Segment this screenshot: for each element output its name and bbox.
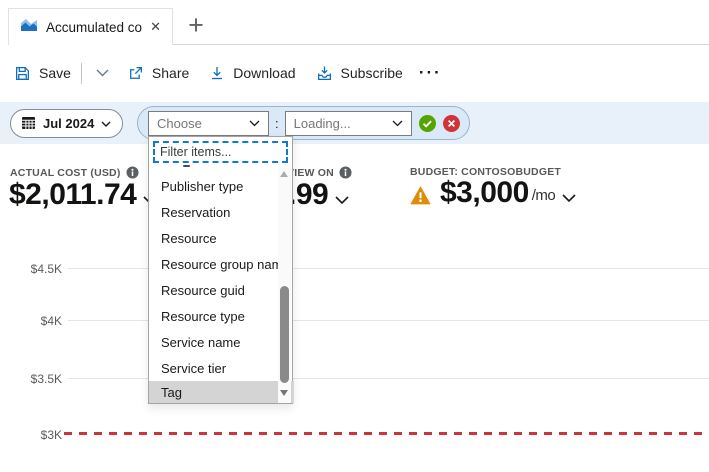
- close-icon[interactable]: ✕: [150, 19, 161, 34]
- forecast-label-visible: VIEW ON: [287, 166, 334, 179]
- share-label: Share: [151, 65, 190, 81]
- dropdown-item[interactable]: Resource group name: [161, 256, 290, 272]
- tab-accumulated-costs[interactable]: Accumulated co... ✕: [8, 8, 173, 45]
- dropdown-item[interactable]: Publisher type: [161, 178, 244, 194]
- filter-separator: :: [275, 115, 279, 131]
- y-axis-tick: $4K: [40, 314, 62, 328]
- more-commands-button[interactable]: ···: [418, 63, 442, 82]
- scroll-up-icon[interactable]: [280, 171, 288, 177]
- chevron-down-icon: [335, 196, 349, 205]
- filter-key-select[interactable]: Choose: [148, 110, 269, 136]
- subscribe-label: Subscribe: [340, 65, 403, 81]
- y-axis-tick: $3K: [40, 428, 62, 442]
- gridline: [68, 378, 709, 379]
- dropdown-item[interactable]: Reservation: [161, 204, 231, 220]
- tab-label: Accumulated co...: [46, 19, 144, 35]
- forecast-label-row: VIEW ON: [287, 166, 352, 179]
- date-range-picker[interactable]: Jul 2024: [10, 109, 124, 138]
- dropdown-item-selected[interactable]: Tag: [149, 381, 294, 403]
- save-split-chevron-button[interactable]: [96, 69, 109, 77]
- budget-suffix: /mo: [531, 187, 556, 204]
- share-button[interactable]: Share: [127, 65, 189, 82]
- warning-icon: [410, 186, 431, 205]
- budget-label: BUDGET: CONTOSOBUDGET: [410, 166, 562, 178]
- budget-label-row: BUDGET: CONTOSOBUDGET: [410, 166, 561, 178]
- info-icon[interactable]: [126, 166, 139, 179]
- dropdown-item[interactable]: Service tier: [161, 360, 227, 376]
- forecast-value-row[interactable]: .99: [288, 178, 349, 212]
- download-button[interactable]: Download: [209, 65, 296, 81]
- area-chart-icon: [20, 17, 39, 37]
- tabbar-divider: [173, 44, 709, 45]
- chevron-down-icon: [249, 120, 260, 126]
- chevron-down-icon: [101, 121, 111, 127]
- dropdown-item[interactable]: Service name: [161, 334, 241, 350]
- chevron-down-icon: [562, 194, 576, 203]
- dropdown-scrollbar[interactable]: [278, 164, 291, 403]
- y-axis-tick: $4.5K: [30, 262, 62, 276]
- save-icon: [14, 65, 31, 82]
- subscribe-icon: [316, 65, 333, 82]
- download-icon: [209, 65, 225, 81]
- filter-key-placeholder: Choose: [157, 115, 202, 131]
- scrollbar-thumb[interactable]: [280, 286, 289, 383]
- y-axis-tick: $3.5K: [30, 372, 62, 386]
- new-tab-button[interactable]: +: [188, 9, 204, 40]
- share-icon: [127, 65, 144, 82]
- toolbar-divider: [80, 62, 82, 84]
- group-by-options-list: Publisher type Reservation Resource Reso…: [149, 173, 294, 403]
- scroll-down-icon[interactable]: [280, 390, 288, 396]
- date-range-label: Jul 2024: [43, 116, 95, 131]
- forecast-value-visible: .99: [288, 178, 329, 211]
- clipped-list-item-fragment: [183, 165, 190, 167]
- filter-value-placeholder: Loading...: [293, 115, 351, 131]
- download-label: Download: [233, 65, 296, 81]
- info-icon[interactable]: [339, 166, 352, 179]
- actual-cost-label-row: ACTUAL COST (USD): [10, 166, 139, 179]
- actual-cost-label: ACTUAL COST (USD): [10, 166, 121, 179]
- budget-threshold-line: [64, 432, 709, 435]
- save-label: Save: [39, 65, 71, 81]
- subscribe-button[interactable]: Subscribe: [316, 65, 403, 82]
- actual-cost-value-row[interactable]: $2,011.74: [9, 178, 157, 212]
- save-button[interactable]: Save: [14, 65, 71, 82]
- gridline: [68, 320, 709, 321]
- chevron-down-icon: [392, 120, 403, 126]
- cancel-filter-icon[interactable]: [442, 114, 460, 132]
- calendar-icon: [21, 115, 36, 133]
- filter-items-input[interactable]: [153, 141, 288, 163]
- dropdown-item[interactable]: Resource guid: [161, 282, 245, 298]
- budget-value-row[interactable]: $3,000 /mo: [410, 176, 576, 210]
- filter-value-select[interactable]: Loading...: [284, 110, 412, 136]
- group-by-dropdown-panel: Publisher type Reservation Resource Reso…: [148, 136, 294, 404]
- command-bar: Save Share Download: [14, 58, 442, 88]
- gridline: [68, 268, 709, 269]
- confirm-filter-icon[interactable]: [418, 114, 436, 132]
- actual-cost-value: $2,011.74: [9, 178, 137, 211]
- dropdown-item[interactable]: Resource: [161, 230, 217, 246]
- add-filter-pill: Choose : Loading...: [137, 106, 470, 140]
- budget-value: $3,000: [440, 176, 529, 209]
- filter-strip: Jul 2024 Choose : Loading...: [0, 102, 709, 144]
- dropdown-item[interactable]: Resource type: [161, 308, 245, 324]
